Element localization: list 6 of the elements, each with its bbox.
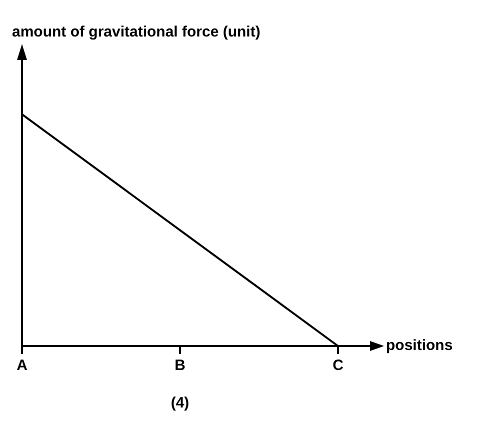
x-tick-label: A [16,357,28,374]
x-tick-label: C [332,357,344,374]
x-axis-title: positions [386,337,453,354]
y-axis-title: amount of gravitational force (unit) [12,24,260,41]
x-tick-label: B [174,357,186,374]
text: (4) [170,394,190,412]
